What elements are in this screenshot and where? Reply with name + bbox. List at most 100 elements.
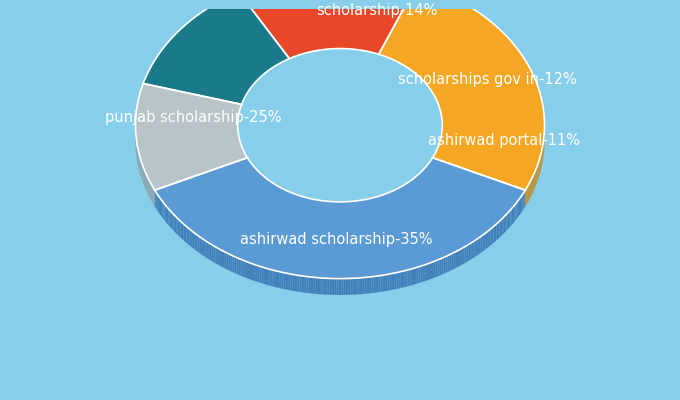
Polygon shape [266,268,268,285]
Polygon shape [194,233,196,250]
Polygon shape [508,212,509,229]
Polygon shape [379,0,545,190]
Polygon shape [261,174,262,191]
Polygon shape [339,202,341,218]
Polygon shape [311,277,313,294]
Polygon shape [504,216,505,234]
Polygon shape [360,278,362,294]
Polygon shape [322,278,325,294]
Polygon shape [218,248,219,265]
Polygon shape [414,268,416,284]
Text: scholarship-14%: scholarship-14% [316,3,437,18]
Polygon shape [469,244,470,261]
Polygon shape [514,204,515,222]
Polygon shape [182,223,184,240]
Polygon shape [284,273,286,290]
Polygon shape [407,183,408,200]
Polygon shape [351,201,352,218]
Polygon shape [311,199,312,215]
Polygon shape [281,188,282,204]
Polygon shape [381,275,383,292]
Polygon shape [433,261,435,278]
Text: punjab scholarship-25%: punjab scholarship-25% [105,110,281,125]
Polygon shape [243,260,245,277]
Polygon shape [304,276,307,293]
Polygon shape [512,207,513,225]
Polygon shape [479,237,481,254]
Polygon shape [325,278,327,295]
Polygon shape [260,173,261,190]
Polygon shape [190,229,191,247]
Polygon shape [335,202,336,218]
Polygon shape [367,277,369,294]
Polygon shape [405,270,407,287]
Polygon shape [386,193,388,210]
Polygon shape [472,241,474,259]
Polygon shape [198,236,199,253]
Polygon shape [385,274,388,291]
Polygon shape [445,256,447,273]
Polygon shape [291,193,292,210]
Polygon shape [334,202,335,218]
Polygon shape [259,172,260,189]
Polygon shape [309,198,311,215]
Polygon shape [343,278,346,295]
Polygon shape [379,196,380,212]
Polygon shape [437,259,439,276]
Polygon shape [388,274,390,291]
Polygon shape [462,247,464,264]
Polygon shape [367,199,368,216]
Polygon shape [369,198,371,215]
Polygon shape [290,192,291,209]
Polygon shape [452,253,454,270]
Polygon shape [263,176,264,193]
Polygon shape [517,200,519,217]
Polygon shape [394,273,396,290]
Polygon shape [210,244,211,261]
Polygon shape [205,240,206,258]
Polygon shape [343,202,344,218]
Polygon shape [378,276,381,292]
Polygon shape [329,202,330,218]
Polygon shape [389,192,390,209]
Polygon shape [379,0,545,190]
Polygon shape [292,193,294,210]
Polygon shape [359,200,360,217]
Polygon shape [180,221,182,239]
Polygon shape [364,200,366,216]
Polygon shape [422,265,425,282]
Polygon shape [398,188,399,204]
Polygon shape [404,184,405,201]
Polygon shape [513,206,514,223]
Polygon shape [431,262,433,279]
Polygon shape [417,175,418,192]
Polygon shape [159,196,160,214]
Polygon shape [380,195,381,212]
Polygon shape [262,267,264,284]
Polygon shape [410,180,411,197]
Polygon shape [521,195,522,213]
Polygon shape [374,197,375,214]
Polygon shape [313,199,314,216]
Polygon shape [257,170,258,187]
Polygon shape [156,192,157,210]
Polygon shape [191,230,193,248]
Polygon shape [360,200,361,217]
Polygon shape [221,250,223,267]
Polygon shape [382,195,384,211]
Polygon shape [411,180,412,197]
Polygon shape [309,277,311,294]
Polygon shape [331,202,333,218]
Polygon shape [392,273,394,290]
Polygon shape [412,268,414,285]
Polygon shape [320,200,321,217]
Polygon shape [245,261,247,278]
Polygon shape [475,239,477,256]
Polygon shape [403,270,405,288]
Polygon shape [425,264,427,281]
Polygon shape [474,240,475,258]
Polygon shape [143,0,290,104]
Polygon shape [396,189,398,206]
Polygon shape [330,202,331,218]
Polygon shape [498,221,500,239]
